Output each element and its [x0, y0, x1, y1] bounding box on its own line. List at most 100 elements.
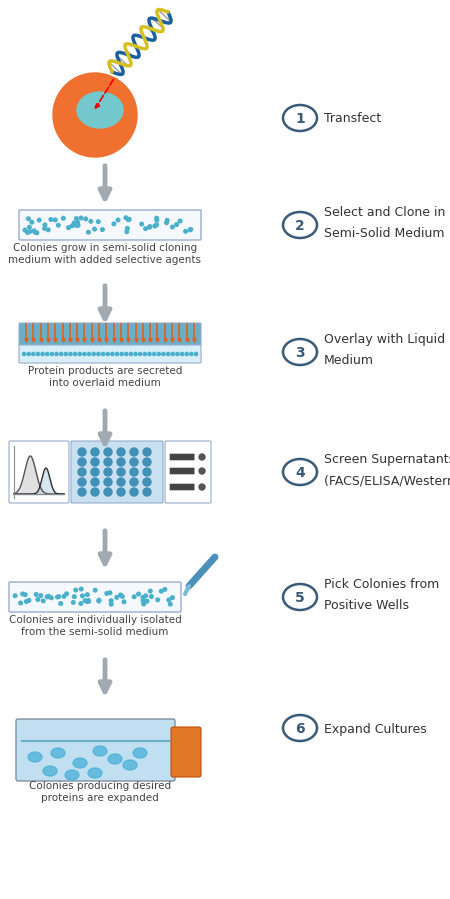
Circle shape	[65, 592, 68, 596]
Ellipse shape	[65, 770, 79, 780]
Circle shape	[59, 352, 63, 356]
Circle shape	[104, 448, 112, 456]
Circle shape	[27, 352, 30, 356]
Circle shape	[62, 217, 65, 220]
Circle shape	[108, 591, 112, 594]
Text: Screen Supernatants: Screen Supernatants	[324, 453, 450, 466]
Circle shape	[62, 594, 66, 598]
Circle shape	[91, 448, 99, 456]
Circle shape	[130, 458, 138, 466]
Circle shape	[184, 229, 187, 233]
Circle shape	[71, 224, 74, 227]
Text: 3: 3	[295, 346, 305, 360]
FancyBboxPatch shape	[170, 454, 194, 460]
Circle shape	[127, 218, 131, 221]
Circle shape	[120, 352, 123, 356]
Text: Colonies are individually isolated
from the semi-solid medium: Colonies are individually isolated from …	[9, 615, 181, 636]
Ellipse shape	[123, 760, 137, 770]
Circle shape	[112, 222, 116, 226]
Circle shape	[23, 593, 27, 597]
Circle shape	[157, 352, 160, 356]
Circle shape	[126, 227, 129, 230]
Text: Select and Clone in: Select and Clone in	[324, 206, 446, 219]
Text: Transfect: Transfect	[324, 112, 381, 126]
Circle shape	[101, 227, 104, 231]
FancyBboxPatch shape	[9, 582, 181, 612]
Circle shape	[125, 230, 129, 234]
Circle shape	[76, 224, 79, 227]
Circle shape	[35, 231, 39, 235]
Ellipse shape	[283, 584, 317, 610]
Circle shape	[69, 352, 72, 356]
Circle shape	[87, 600, 90, 603]
Circle shape	[190, 352, 193, 356]
Circle shape	[83, 352, 86, 356]
Circle shape	[199, 484, 205, 490]
Circle shape	[28, 230, 32, 234]
Circle shape	[175, 223, 178, 227]
Circle shape	[43, 227, 46, 230]
Circle shape	[14, 594, 17, 598]
Circle shape	[141, 595, 145, 599]
Text: 6: 6	[295, 722, 305, 736]
Circle shape	[122, 600, 126, 603]
Text: Semi-Solid Medium: Semi-Solid Medium	[324, 227, 445, 240]
Circle shape	[25, 600, 28, 603]
Circle shape	[86, 599, 90, 602]
FancyBboxPatch shape	[19, 210, 201, 240]
Text: 2: 2	[295, 219, 305, 233]
Circle shape	[145, 600, 149, 603]
Circle shape	[178, 219, 182, 223]
Circle shape	[34, 592, 38, 596]
Circle shape	[143, 488, 151, 496]
Circle shape	[117, 458, 125, 466]
Ellipse shape	[51, 748, 65, 758]
Circle shape	[73, 352, 77, 356]
Ellipse shape	[283, 212, 317, 238]
Circle shape	[143, 448, 151, 456]
Circle shape	[36, 352, 40, 356]
Circle shape	[115, 595, 118, 599]
Circle shape	[111, 352, 114, 356]
Circle shape	[162, 352, 165, 356]
Circle shape	[72, 601, 75, 604]
Circle shape	[180, 352, 184, 356]
Text: 5: 5	[295, 591, 305, 605]
Circle shape	[166, 218, 169, 222]
Ellipse shape	[73, 758, 87, 768]
Ellipse shape	[93, 746, 107, 756]
Circle shape	[148, 226, 151, 229]
Circle shape	[142, 602, 145, 606]
FancyBboxPatch shape	[16, 719, 175, 781]
Circle shape	[171, 225, 174, 228]
Circle shape	[27, 226, 31, 229]
Circle shape	[64, 352, 68, 356]
Circle shape	[150, 595, 153, 599]
Circle shape	[185, 352, 188, 356]
Text: Expand Cultures: Expand Cultures	[324, 723, 427, 735]
Circle shape	[130, 468, 138, 476]
Circle shape	[143, 458, 151, 466]
Circle shape	[171, 596, 174, 600]
Circle shape	[49, 218, 53, 221]
Circle shape	[140, 222, 144, 226]
Circle shape	[199, 454, 205, 460]
Text: (FACS/ELISA/Western Blot): (FACS/ELISA/Western Blot)	[324, 474, 450, 487]
Circle shape	[91, 478, 99, 486]
Circle shape	[75, 224, 78, 227]
Circle shape	[130, 478, 138, 486]
Circle shape	[37, 218, 41, 222]
Circle shape	[32, 229, 36, 233]
Circle shape	[21, 592, 24, 596]
Circle shape	[67, 226, 70, 229]
Circle shape	[45, 352, 49, 356]
Circle shape	[163, 588, 166, 592]
FancyBboxPatch shape	[170, 484, 194, 490]
Circle shape	[165, 221, 168, 225]
Circle shape	[130, 488, 138, 496]
Circle shape	[129, 352, 132, 356]
Circle shape	[43, 223, 47, 227]
FancyBboxPatch shape	[71, 441, 163, 503]
Ellipse shape	[108, 754, 122, 764]
Circle shape	[72, 595, 76, 599]
